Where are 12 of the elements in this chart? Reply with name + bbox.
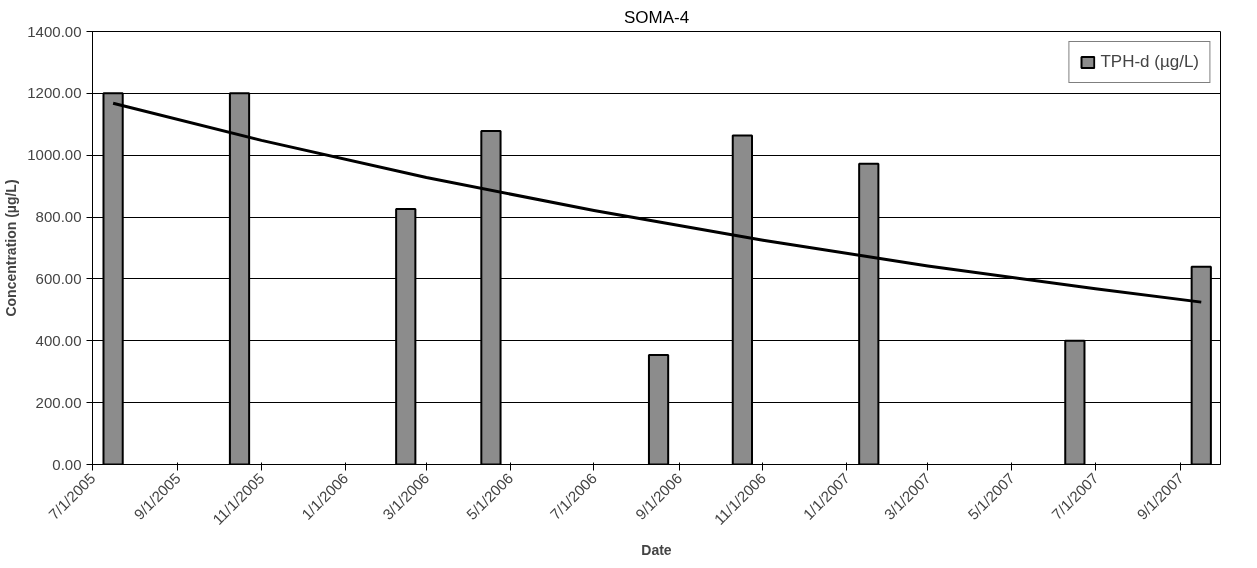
y-tick-label: 200.00 xyxy=(35,393,82,411)
y-axis-title: Concentration (µg/L) xyxy=(3,179,20,317)
y-tick-label: 600.00 xyxy=(35,269,82,287)
y-tick-label: 1200.00 xyxy=(27,84,82,102)
y-tick-label: 1000.00 xyxy=(27,146,82,164)
chart-title: SOMA-4 xyxy=(623,7,690,27)
x-axis-title: Date xyxy=(641,541,672,558)
y-tick-label: 800.00 xyxy=(35,208,82,226)
y-tick-label: 1400.00 xyxy=(27,22,82,40)
y-tick-label: 400.00 xyxy=(35,331,82,349)
legend-label: TPH-d (µg/L) xyxy=(1100,52,1199,72)
y-tick-label: 0.00 xyxy=(52,455,82,473)
